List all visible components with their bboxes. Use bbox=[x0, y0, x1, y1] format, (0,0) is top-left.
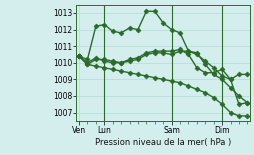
X-axis label: Pression niveau de la mer( hPa ): Pression niveau de la mer( hPa ) bbox=[95, 138, 230, 147]
